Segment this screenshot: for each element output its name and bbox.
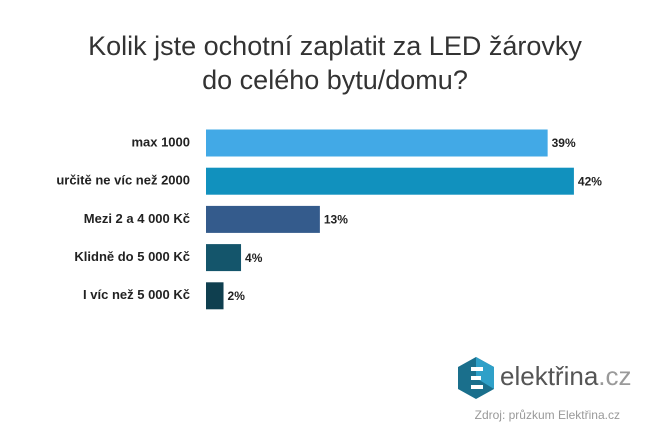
chart-title: do celého bytu/domu?: [202, 65, 468, 95]
logo-icon: [471, 376, 481, 380]
bar: [206, 205, 320, 233]
category-label: Mezi 2 a 4 000 Kč: [84, 211, 190, 226]
value-label: 2%: [228, 289, 246, 303]
bar: [206, 167, 574, 195]
logo: elektřina.cz: [458, 357, 632, 399]
bar: [206, 129, 548, 157]
category-label: max 1000: [131, 134, 190, 149]
logo-text: elektřina.cz: [500, 361, 632, 391]
chart-title: Kolik jste ochotní zaplatit za LED žárov…: [88, 31, 582, 61]
category-label: určitě ne víc než 2000: [56, 173, 190, 188]
logo-name: elektřina: [500, 361, 599, 391]
logo-icon: [471, 385, 483, 389]
value-label: 4%: [245, 251, 263, 265]
category-label: Klidně do 5 000 Kč: [74, 249, 190, 264]
bar: [206, 282, 224, 310]
value-label: 13%: [324, 213, 348, 227]
logo-icon: [476, 357, 494, 389]
logo-domain: .cz: [598, 361, 631, 391]
logo-icon: [471, 367, 483, 371]
category-label: I víc než 5 000 Kč: [83, 287, 190, 302]
value-label: 39%: [552, 136, 576, 150]
source: Zdroj: průzkum Elektřina.cz: [475, 408, 620, 422]
bar: [206, 244, 242, 272]
value-label: 42%: [578, 174, 602, 188]
